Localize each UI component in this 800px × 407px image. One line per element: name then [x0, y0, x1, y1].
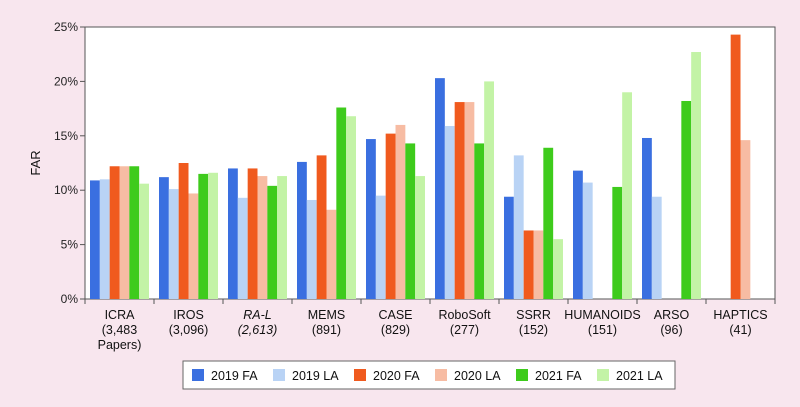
bar	[247, 168, 258, 299]
bar	[326, 209, 337, 299]
bar	[139, 183, 149, 299]
bar	[444, 126, 455, 299]
y-tick-label: 5%	[61, 238, 79, 252]
y-axis: 0% 5% 10% 15% 20% 25%	[54, 20, 85, 306]
legend-label: 2019 FA	[211, 369, 258, 383]
bar	[553, 239, 563, 299]
bar	[435, 78, 445, 299]
x-category-label: ARSO (96)	[654, 308, 690, 337]
bar	[730, 34, 741, 300]
bar	[257, 176, 268, 299]
y-tick-label: 20%	[54, 74, 78, 88]
bar	[306, 199, 317, 299]
legend-label: 2021 LA	[616, 369, 663, 383]
x-category-label: SSRR (152)	[516, 308, 551, 337]
bar	[129, 166, 140, 299]
y-tick-label: 25%	[54, 20, 78, 34]
x-category-label: ICRA (3,483 Papers)	[98, 308, 142, 352]
y-tick-label: 15%	[54, 129, 78, 143]
y-tick-label: 10%	[54, 183, 78, 197]
bar	[188, 193, 199, 299]
bar	[464, 102, 475, 299]
bar	[198, 173, 209, 299]
bar	[612, 186, 623, 299]
bar	[573, 170, 583, 299]
bar	[484, 81, 494, 300]
bar	[90, 180, 100, 299]
x-category-label: RoboSoft (277)	[438, 308, 491, 337]
bar	[237, 197, 248, 299]
bar	[504, 196, 514, 299]
bar	[267, 185, 278, 299]
bar	[277, 176, 287, 299]
legend-label: 2019 LA	[292, 369, 339, 383]
bar	[415, 176, 425, 299]
x-category-label: HUMANOIDS (151)	[564, 308, 640, 337]
bar	[681, 100, 692, 299]
bar	[513, 155, 524, 299]
legend-box	[182, 360, 676, 390]
bar	[228, 168, 238, 299]
legend-swatch	[597, 369, 609, 381]
legend: 2019 FA 2019 LA 2020 FA 2020 LA 2021 FA 2021 …	[182, 360, 676, 390]
bar	[346, 116, 356, 299]
bar	[405, 143, 416, 299]
legend-swatch	[516, 369, 528, 381]
bar	[651, 196, 662, 299]
bar	[622, 92, 632, 299]
bar	[109, 166, 120, 299]
legend-swatch	[435, 369, 447, 381]
bar-group	[90, 34, 751, 300]
bar	[543, 147, 554, 299]
y-tick-label: 0%	[61, 292, 79, 306]
bar	[366, 139, 376, 299]
legend-swatch	[273, 369, 285, 381]
category-labels: ICRA (3,483 Papers) IROS (3,096) RA-L (2,613) M…	[84, 299, 776, 352]
bar	[178, 163, 189, 299]
bar	[99, 179, 110, 299]
bar	[474, 143, 485, 299]
bar	[691, 52, 701, 299]
bar	[582, 182, 593, 299]
bar	[119, 166, 130, 299]
bar	[740, 140, 751, 299]
bar	[375, 195, 386, 299]
legend-swatch	[354, 369, 366, 381]
bar	[316, 155, 327, 299]
bar	[533, 230, 544, 299]
bar	[523, 230, 534, 299]
legend-label: 2020 LA	[454, 369, 501, 383]
x-category-label: IROS (3,096)	[169, 308, 209, 337]
bar	[385, 133, 396, 299]
bar	[168, 189, 179, 299]
x-category-label: HAPTICS (41)	[713, 308, 767, 337]
bar	[297, 161, 307, 299]
bar	[454, 102, 465, 299]
legend-label: 2021 FA	[535, 369, 582, 383]
x-category-label: RA-L (2,613)	[238, 308, 278, 337]
bar	[336, 107, 347, 299]
x-category-label: MEMS (891)	[308, 308, 346, 337]
bar	[159, 177, 169, 299]
x-category-label: CASE (829)	[378, 308, 412, 337]
bar	[208, 172, 218, 299]
y-axis-label: FAR	[28, 150, 43, 175]
bar	[642, 137, 652, 299]
legend-swatch	[192, 369, 204, 381]
bar	[395, 124, 406, 299]
legend-label: 2020 FA	[373, 369, 420, 383]
